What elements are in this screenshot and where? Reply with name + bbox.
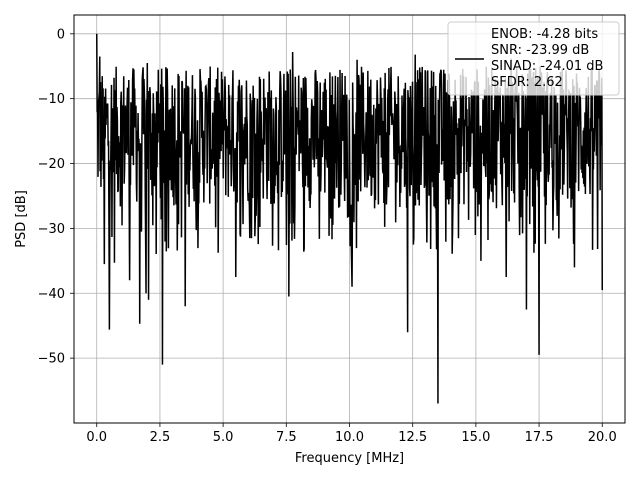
x-tick-label: 2.5: [150, 430, 171, 445]
legend-box: [447, 21, 620, 96]
y-tick-label: 0: [57, 27, 65, 42]
legend-line-snr: SNR: -23.99 dB: [491, 43, 589, 58]
x-tick-label: 10.0: [335, 430, 364, 445]
x-tick-label: 20.0: [588, 430, 617, 445]
x-tick-label: 0.0: [86, 430, 107, 445]
x-tick-label: 12.5: [398, 430, 427, 445]
x-tick-label: 15.0: [461, 430, 490, 445]
y-tick-label: −30: [38, 222, 65, 237]
legend: ENOB: -4.28 bits SNR: -23.99 dB SINAD: -…: [447, 21, 620, 96]
legend-line-sinad: SINAD: -24.01 dB: [491, 59, 603, 74]
legend-line-sfdr: SFDR: 2.62: [491, 75, 563, 90]
x-axis: 0.0 2.5 5.0 7.5 10.0 12.5 15.0 17.5 20.0: [86, 423, 617, 445]
y-tick-label: −20: [38, 157, 65, 172]
y-tick-label: −50: [38, 352, 65, 367]
plot-area: [96, 33, 603, 404]
y-tick-label: −10: [38, 92, 65, 107]
x-axis-label: Frequency [MHz]: [295, 451, 404, 466]
x-tick-label: 5.0: [213, 430, 234, 445]
x-tick-label: 7.5: [276, 430, 297, 445]
y-tick-label: −40: [38, 287, 65, 302]
x-tick-label: 17.5: [525, 430, 554, 445]
series-line-psd: [96, 33, 603, 404]
y-axis: 0 −10 −20 −30 −40 −50: [38, 27, 74, 367]
y-axis-label: PSD [dB]: [14, 190, 29, 248]
legend-line-enob: ENOB: -4.28 bits: [491, 27, 598, 42]
